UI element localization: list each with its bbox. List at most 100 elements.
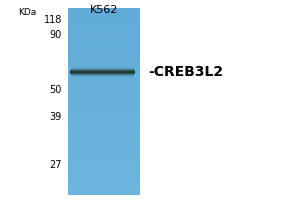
Bar — [68, 134, 140, 135]
Bar — [68, 177, 140, 178]
Bar — [68, 166, 140, 167]
Bar — [68, 140, 140, 141]
Bar — [68, 69, 140, 70]
Bar — [68, 115, 140, 116]
Bar — [68, 50, 140, 51]
Bar — [68, 122, 140, 123]
Bar — [68, 158, 140, 159]
Bar — [68, 149, 140, 150]
Bar — [68, 61, 140, 62]
Bar — [68, 125, 140, 126]
Bar — [71, 77, 134, 78]
Bar — [68, 13, 140, 14]
Bar — [68, 128, 140, 129]
Bar — [68, 188, 140, 189]
Bar — [68, 29, 140, 30]
Bar — [68, 175, 140, 176]
Bar — [68, 111, 140, 112]
Bar — [68, 169, 140, 170]
Bar — [68, 72, 140, 73]
Text: 90: 90 — [50, 30, 62, 40]
Bar — [68, 92, 140, 93]
Text: 50: 50 — [50, 85, 62, 95]
Bar — [68, 176, 140, 177]
Bar — [68, 42, 140, 43]
Bar — [68, 94, 140, 95]
Bar — [68, 159, 140, 160]
Bar — [68, 46, 140, 47]
Bar — [68, 65, 140, 66]
Bar — [68, 171, 140, 172]
Bar — [68, 20, 140, 21]
Bar — [71, 75, 134, 76]
Bar — [68, 40, 140, 41]
Bar — [68, 123, 140, 124]
Bar — [68, 74, 140, 75]
Bar — [68, 9, 140, 10]
Bar — [68, 75, 140, 76]
Bar — [68, 51, 140, 52]
Bar — [68, 55, 140, 56]
Bar — [68, 186, 140, 187]
Bar — [68, 24, 140, 25]
Bar — [68, 145, 140, 146]
Bar — [68, 30, 140, 31]
Bar — [68, 25, 140, 26]
Bar — [68, 38, 140, 39]
Bar — [68, 109, 140, 110]
Bar — [68, 106, 140, 107]
Bar — [68, 147, 140, 148]
Bar — [68, 181, 140, 182]
Bar — [68, 183, 140, 184]
Bar — [68, 98, 140, 99]
Bar — [68, 60, 140, 61]
Bar — [70, 73, 135, 74]
Bar — [68, 184, 140, 185]
Bar — [68, 37, 140, 38]
Bar — [68, 191, 140, 192]
Bar — [68, 27, 140, 28]
Bar — [70, 74, 134, 75]
Bar — [68, 85, 140, 86]
Bar — [68, 31, 140, 32]
Bar — [68, 16, 140, 17]
Bar — [68, 32, 140, 33]
Bar — [68, 153, 140, 154]
Bar — [68, 81, 140, 82]
Bar — [68, 136, 140, 137]
Bar — [68, 87, 140, 88]
Text: K562: K562 — [90, 5, 118, 15]
Bar — [68, 120, 140, 121]
Bar — [68, 168, 140, 169]
Bar — [68, 99, 140, 100]
Bar — [71, 66, 134, 67]
Bar — [68, 11, 140, 12]
Bar — [71, 68, 134, 69]
Bar — [68, 118, 140, 119]
Bar — [68, 127, 140, 128]
Bar — [68, 194, 140, 195]
Bar — [68, 143, 140, 144]
Bar — [68, 71, 140, 72]
Bar — [68, 129, 140, 130]
Bar — [68, 119, 140, 120]
Bar — [68, 101, 140, 102]
Bar — [68, 47, 140, 48]
Bar — [68, 63, 140, 64]
Bar — [68, 189, 140, 190]
Bar — [68, 53, 140, 54]
Bar — [68, 91, 140, 92]
Bar — [68, 121, 140, 122]
Bar — [68, 162, 140, 163]
Bar — [68, 35, 140, 36]
Bar — [68, 167, 140, 168]
Bar — [68, 36, 140, 37]
Bar — [68, 139, 140, 140]
Bar — [68, 82, 140, 83]
Bar — [68, 23, 140, 24]
Bar — [68, 57, 140, 58]
Bar — [68, 43, 140, 44]
Bar — [68, 110, 140, 111]
Bar — [68, 70, 140, 71]
Bar — [68, 56, 140, 57]
